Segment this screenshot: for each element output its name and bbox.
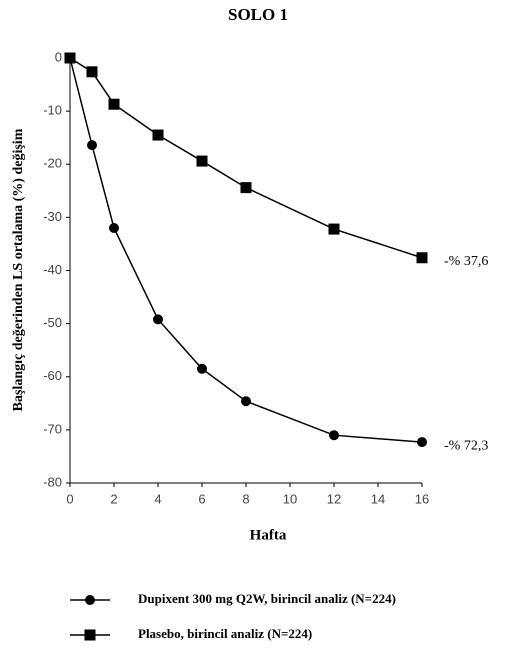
data-label: -% 37,6 xyxy=(444,254,488,269)
chart-title: SOLO 1 xyxy=(228,5,288,24)
data-point xyxy=(109,223,119,233)
y-tick-label: -30 xyxy=(43,209,62,224)
y-tick-label: -40 xyxy=(43,262,62,277)
legend-label: Plasebo, birincil analiz (N=224) xyxy=(138,626,312,641)
series-line xyxy=(69,57,423,259)
data-point xyxy=(64,52,76,64)
x-tick-label: 2 xyxy=(110,491,117,506)
data-point xyxy=(153,314,163,325)
x-tick-label: 8 xyxy=(242,491,249,506)
x-axis-label: Hafta xyxy=(250,527,287,543)
y-tick-label: -70 xyxy=(43,421,62,436)
x-tick-label: 12 xyxy=(327,491,341,506)
data-point xyxy=(152,129,164,141)
y-tick-label: -20 xyxy=(43,156,62,171)
y-tick-label: -80 xyxy=(43,474,62,489)
x-tick-label: 6 xyxy=(198,491,205,506)
data-point xyxy=(196,155,208,167)
data-label: -% 72,3 xyxy=(444,438,488,453)
data-point xyxy=(240,182,252,194)
data-point xyxy=(417,437,427,448)
data-point xyxy=(241,396,251,407)
y-tick-label: -10 xyxy=(43,103,62,118)
legend-marker xyxy=(85,595,95,605)
x-tick-label: 0 xyxy=(66,491,73,506)
series-line xyxy=(69,57,423,443)
y-tick-label: -60 xyxy=(43,368,62,383)
data-point xyxy=(87,140,97,151)
data-point xyxy=(328,223,340,235)
x-tick-label: 14 xyxy=(371,491,385,506)
legend-marker xyxy=(84,629,96,641)
y-tick-label: 0 xyxy=(55,49,62,64)
y-axis-label: Başlangıç değerinden LS ortalama (%) değ… xyxy=(11,128,26,411)
x-tick-label: 16 xyxy=(415,491,429,506)
data-point xyxy=(329,430,339,441)
x-tick-label: 4 xyxy=(154,491,161,506)
data-point xyxy=(108,98,120,110)
legend-label: Dupixent 300 mg Q2W, birincil analiz (N=… xyxy=(138,591,396,606)
data-point xyxy=(416,252,428,264)
x-tick-label: 10 xyxy=(283,491,297,506)
data-point xyxy=(86,66,98,78)
data-point xyxy=(197,363,207,374)
y-tick-label: -50 xyxy=(43,315,62,330)
